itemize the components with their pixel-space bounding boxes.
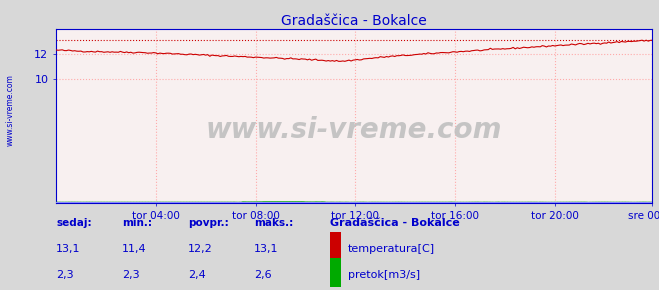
Text: www.si-vreme.com: www.si-vreme.com: [206, 116, 502, 144]
Text: maks.:: maks.:: [254, 218, 293, 228]
Text: www.si-vreme.com: www.si-vreme.com: [5, 74, 14, 146]
Text: 2,6: 2,6: [254, 270, 272, 280]
Text: 11,4: 11,4: [122, 244, 146, 254]
Text: sedaj:: sedaj:: [56, 218, 92, 228]
Text: 13,1: 13,1: [56, 244, 80, 254]
Text: Gradaščica - Bokalce: Gradaščica - Bokalce: [330, 218, 459, 228]
Text: min.:: min.:: [122, 218, 152, 228]
Text: 2,4: 2,4: [188, 270, 206, 280]
Text: pretok[m3/s]: pretok[m3/s]: [348, 270, 420, 280]
Text: temperatura[C]: temperatura[C]: [348, 244, 435, 254]
Text: 2,3: 2,3: [56, 270, 74, 280]
Text: povpr.:: povpr.:: [188, 218, 229, 228]
Text: 2,3: 2,3: [122, 270, 140, 280]
Text: 12,2: 12,2: [188, 244, 213, 254]
Title: Gradaščica - Bokalce: Gradaščica - Bokalce: [281, 14, 427, 28]
Text: 13,1: 13,1: [254, 244, 278, 254]
